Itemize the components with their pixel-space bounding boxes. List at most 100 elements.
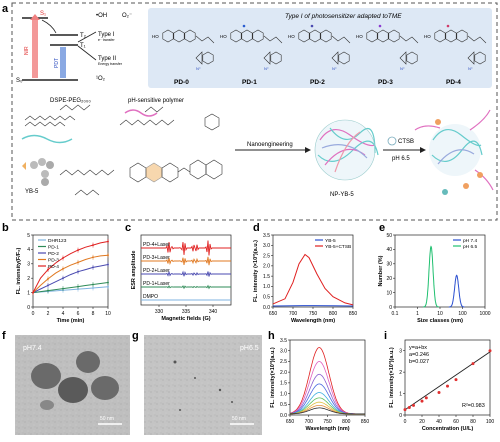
x-tick-label: 100 bbox=[486, 419, 495, 425]
data-point bbox=[92, 287, 94, 289]
y-tick-label: 40 bbox=[386, 247, 392, 253]
series-line-pd-1 bbox=[32, 282, 109, 294]
spectrum-line bbox=[289, 407, 365, 415]
y-tick-label: 0 bbox=[27, 305, 30, 311]
ctsb-label: CTSB bbox=[398, 139, 414, 145]
y-axis-label: FL. intensity (×10³)(a.u.) bbox=[252, 240, 259, 302]
nir-arrow-head bbox=[30, 14, 40, 20]
esr-trace bbox=[141, 270, 231, 277]
panel-e-chart: e 0.1 1 10 100 1000 0 10 20 30 40 50 Size classes (n… bbox=[378, 222, 491, 324]
legend-label: PD-4 bbox=[48, 264, 59, 270]
x-axis-label: Size classes (nm) bbox=[417, 318, 463, 324]
data-point bbox=[77, 288, 79, 290]
compound-ho-label: HO bbox=[152, 34, 159, 39]
panel-letter-i: i bbox=[384, 330, 387, 342]
vinyl-bridge bbox=[263, 35, 283, 44]
ctsb-arrowhead bbox=[420, 147, 426, 153]
compound-label: PD-4 bbox=[446, 79, 461, 86]
trace-label: PD-3+Laser bbox=[143, 255, 170, 261]
y-tick-label: 3.5 bbox=[263, 233, 270, 239]
x-tick-label: 4 bbox=[62, 311, 65, 317]
x-tick-label: 8 bbox=[92, 311, 95, 317]
photosensitizer-box-title: Type I of photosensitizer adapted toTME bbox=[285, 13, 402, 20]
y-tick-label: 1 bbox=[399, 391, 402, 397]
y-tick-label: 0 bbox=[399, 413, 402, 419]
data-point bbox=[47, 284, 49, 287]
panel-letter-d: d bbox=[253, 222, 260, 234]
compound-ho-label: HO bbox=[356, 34, 363, 39]
nitrogen-plus: N⁺ bbox=[264, 66, 269, 71]
indole-ring bbox=[331, 51, 339, 65]
x-axis-label: Wavelength (nm) bbox=[291, 318, 335, 324]
tem-image-ph65 bbox=[144, 335, 262, 435]
ph-polymer-structure bbox=[119, 106, 220, 131]
data-point bbox=[62, 257, 64, 259]
ph-condition-label: pH 6.5 bbox=[392, 156, 410, 162]
halogen-marker bbox=[446, 24, 450, 28]
x-tick-label: 2 bbox=[47, 311, 50, 317]
ring bbox=[173, 29, 185, 43]
legend-label: pH 7.4 bbox=[463, 238, 477, 244]
trace-label: PD-4+Laser bbox=[143, 242, 170, 248]
ring bbox=[298, 29, 310, 43]
compound-pd-4: HO N⁺ PD-4 bbox=[424, 24, 487, 86]
y-tick-label: 3 bbox=[399, 349, 402, 355]
compound-ho-label: HO bbox=[424, 34, 431, 39]
data-point bbox=[62, 277, 64, 280]
indole-ring bbox=[467, 51, 475, 65]
dspe-peg-structure bbox=[21, 104, 91, 144]
compound-structures: HO N⁺ PD-0 HO N⁺ PD-1 HO N⁺ PD-2 HO N⁺ PD-3 HO N⁺ PD-4 bbox=[152, 24, 487, 86]
ring bbox=[241, 29, 253, 43]
nir-arrow-bar bbox=[32, 20, 38, 78]
s0-label: S₀ bbox=[16, 78, 23, 84]
tem-ph74-label: pH7.4 bbox=[23, 345, 42, 352]
panel-b-chart: b 0 2 4 6 8 10 0 1 2 3 4 5 Time (min) FL. intensity(F/… bbox=[2, 222, 111, 324]
y-tick-label: 1.5 bbox=[263, 274, 270, 280]
x-tick-label: 650 bbox=[286, 419, 295, 425]
x-tick-label: 80 bbox=[470, 419, 476, 425]
nir-label: NIR bbox=[24, 46, 30, 55]
data-point bbox=[107, 254, 109, 257]
t2-label: T₂ bbox=[80, 33, 87, 39]
jablonski-diagram: S₁ T₂ T₁ S₀ NIR PDT •OH O₂⁻ Type I e⁻ tr… bbox=[16, 11, 132, 84]
compound-label: PD-1 bbox=[242, 79, 257, 86]
nitrogen-plus: N⁺ bbox=[196, 66, 201, 71]
data-point bbox=[77, 249, 79, 252]
y-tick-label: 0.0 bbox=[280, 413, 287, 419]
data-point bbox=[47, 268, 49, 271]
x-tick-label: 700 bbox=[289, 311, 298, 317]
y-tick-label: 2.5 bbox=[280, 359, 287, 365]
vinyl-bridge bbox=[331, 35, 351, 44]
x-tick-label: 800 bbox=[342, 419, 351, 425]
nitrogen-plus: N⁺ bbox=[332, 66, 337, 71]
fit-b: b=0.027 bbox=[409, 359, 429, 365]
y-tick-label: 10 bbox=[386, 290, 392, 296]
esr-trace bbox=[141, 284, 231, 290]
legend-label: PD-2 bbox=[48, 251, 59, 257]
y-tick-label: 2.0 bbox=[263, 264, 270, 270]
photosensitizer-box bbox=[148, 8, 492, 88]
y-axis-label: FL. intensity(F/F₀) bbox=[16, 247, 22, 294]
ring bbox=[320, 29, 332, 43]
x-tick-label: 750 bbox=[323, 419, 332, 425]
panel-letter-b: b bbox=[2, 222, 9, 234]
panel-letter-e: e bbox=[379, 222, 385, 234]
ring bbox=[366, 29, 378, 43]
x-tick-label: 20 bbox=[419, 419, 425, 425]
legend-label: PD-3 bbox=[48, 257, 59, 263]
data-point bbox=[92, 256, 94, 259]
data-point bbox=[107, 263, 109, 266]
x-axis-label: Magnetic fields (G) bbox=[161, 316, 210, 322]
x-tick-label: 10 bbox=[437, 311, 443, 317]
x-axis-label: Time (min) bbox=[57, 318, 85, 324]
pdt-bar bbox=[60, 47, 66, 78]
y-tick-label: 1.5 bbox=[280, 381, 287, 387]
data-point bbox=[471, 362, 475, 366]
compound-label: PD-2 bbox=[310, 79, 325, 86]
ring bbox=[202, 51, 214, 65]
halogen-marker bbox=[310, 24, 314, 28]
data-point bbox=[77, 285, 79, 288]
data-point bbox=[32, 291, 34, 294]
panel-letter-c: c bbox=[125, 222, 131, 234]
